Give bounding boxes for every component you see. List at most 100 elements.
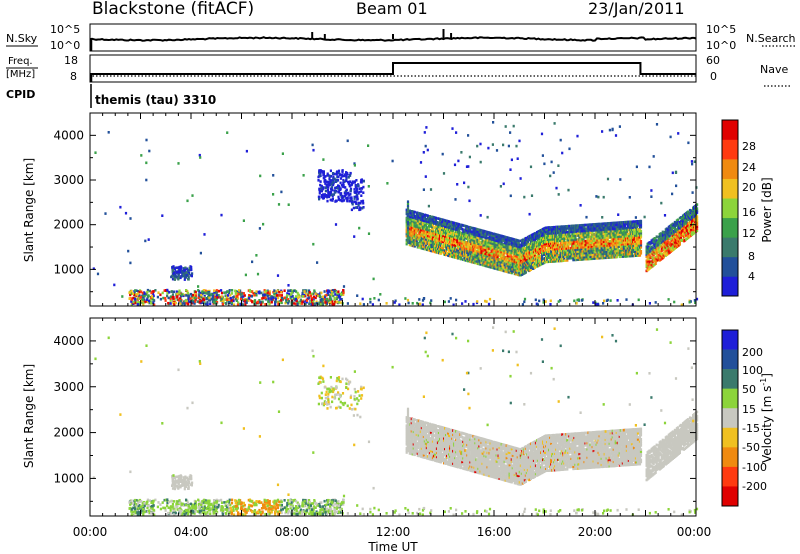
data-cell xyxy=(599,226,602,230)
data-cell xyxy=(577,224,580,227)
data-cell xyxy=(581,258,584,261)
data-cell xyxy=(476,254,479,257)
data-cell xyxy=(471,240,474,244)
data-cell xyxy=(437,239,441,243)
data-cell xyxy=(606,240,609,243)
data-cell xyxy=(190,266,193,269)
data-cell xyxy=(167,301,170,305)
data-cell xyxy=(362,179,365,183)
noise-right-label: N.Search xyxy=(746,32,796,45)
data-cell xyxy=(652,253,655,257)
data-cell xyxy=(619,223,622,226)
cpid-text: themis (tau) 3310 xyxy=(95,93,216,107)
data-cell xyxy=(621,255,624,258)
data-cell xyxy=(405,240,408,244)
data-cell xyxy=(353,180,356,183)
data-cell xyxy=(329,169,332,173)
data-cell xyxy=(318,174,322,177)
data-cell xyxy=(609,228,612,231)
data-cell xyxy=(345,174,348,178)
data-cell xyxy=(406,216,410,219)
data-cell xyxy=(530,255,534,259)
data-cell xyxy=(592,245,595,248)
data-cell xyxy=(324,189,327,193)
data-cell xyxy=(541,244,544,247)
data-cell xyxy=(442,234,445,238)
data-cell xyxy=(327,183,330,186)
data-cell xyxy=(317,179,320,182)
data-cell xyxy=(469,232,472,235)
data-cell xyxy=(621,229,624,232)
data-cell xyxy=(349,174,352,177)
data-cell xyxy=(564,259,567,262)
data-cell xyxy=(171,268,174,272)
data-cell xyxy=(437,243,441,247)
data-cell xyxy=(175,266,178,269)
data-cell xyxy=(626,224,629,228)
data-cell xyxy=(623,241,626,244)
data-cell xyxy=(419,234,422,238)
data-cell xyxy=(449,250,452,254)
data-cell xyxy=(562,259,565,262)
data-cell xyxy=(559,259,562,263)
data-cell xyxy=(442,248,445,252)
data-cell xyxy=(465,253,468,256)
data-cell xyxy=(598,230,601,234)
data-cell xyxy=(541,254,544,258)
data-cell xyxy=(255,293,258,297)
noise-left-tick-bottom: 10^0 xyxy=(50,39,80,52)
data-cell xyxy=(565,237,568,240)
data-cell xyxy=(544,246,547,250)
data-cell xyxy=(602,256,605,260)
data-cell xyxy=(639,246,643,249)
data-cell xyxy=(523,241,526,245)
data-cell xyxy=(418,220,421,223)
data-cell xyxy=(547,238,550,241)
data-cell xyxy=(439,219,442,223)
data-cell xyxy=(559,255,562,259)
data-cell xyxy=(345,179,348,183)
data-cell xyxy=(609,236,612,239)
data-cell xyxy=(519,265,522,269)
data-cell xyxy=(508,255,511,258)
data-cell xyxy=(538,241,542,245)
data-cell xyxy=(406,204,410,207)
data-cell xyxy=(602,242,605,246)
data-cell xyxy=(497,248,500,251)
data-cell xyxy=(556,253,559,257)
data-cell xyxy=(595,247,598,250)
data-cell xyxy=(406,238,410,242)
data-cell xyxy=(466,227,469,230)
data-cell xyxy=(477,246,480,249)
data-cell xyxy=(609,254,612,257)
data-cell xyxy=(531,237,535,240)
data-cell xyxy=(517,269,520,273)
data-cell xyxy=(692,228,695,232)
data-cell xyxy=(588,229,591,232)
data-cell xyxy=(571,246,574,250)
data-cell xyxy=(533,254,537,257)
data-cell xyxy=(652,259,655,263)
data-cell xyxy=(413,214,416,218)
data-cell xyxy=(501,267,504,270)
data-cell xyxy=(689,228,693,231)
data-cell xyxy=(486,236,489,240)
data-cell xyxy=(496,243,499,247)
data-cell xyxy=(531,261,535,264)
data-cell xyxy=(621,251,624,254)
data-cell xyxy=(522,266,525,269)
data-cell xyxy=(589,251,592,255)
data-cell xyxy=(441,230,444,233)
data-cell xyxy=(517,251,520,255)
data-cell xyxy=(537,240,541,243)
data-cell xyxy=(513,266,516,270)
data-cell xyxy=(414,233,417,236)
data-cell xyxy=(185,271,188,274)
data-cell xyxy=(583,241,586,245)
data-cell xyxy=(406,222,410,226)
data-cell xyxy=(344,192,347,195)
data-cell xyxy=(431,250,435,253)
data-cell xyxy=(517,239,520,243)
data-cell xyxy=(440,242,443,245)
data-cell xyxy=(334,191,337,194)
